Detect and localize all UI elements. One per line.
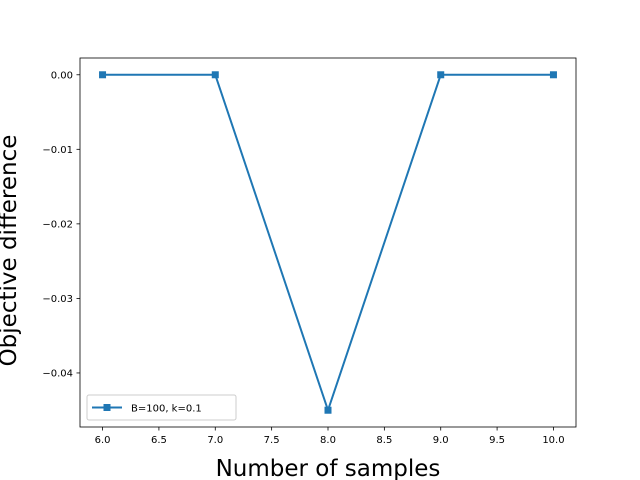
y-axis-ticks: 0.00 −0.01 −0.02 −0.03 −0.04 — [42, 70, 80, 379]
x-axis-label: Number of samples — [216, 456, 441, 480]
legend-box — [86, 394, 237, 421]
legend-entry-label: B=100, k=0.1 — [131, 404, 202, 415]
x-tick-label: 7.0 — [207, 435, 223, 446]
x-tick-label: 8.5 — [376, 435, 392, 446]
x-axis-ticks: 6.0 6.5 7.0 7.5 8.0 8.5 9.0 9.5 10.0 — [95, 427, 565, 446]
legend: B=100, k=0.1 — [86, 394, 237, 421]
data-point-marker — [549, 71, 557, 79]
legend-marker-swatch — [103, 404, 111, 411]
series-line — [102, 73, 554, 412]
series-layer — [99, 71, 557, 414]
x-tick-label: 6.0 — [95, 435, 111, 446]
y-tick-label: −0.04 — [42, 368, 73, 379]
plot-frame — [79, 57, 577, 428]
y-tick-label: −0.02 — [42, 219, 73, 230]
data-point-marker — [211, 71, 219, 79]
data-point-marker — [324, 406, 332, 414]
x-tick-label: 10.0 — [542, 435, 564, 446]
y-axis-label: Objective difference — [0, 135, 22, 367]
y-tick-label: −0.01 — [42, 145, 73, 156]
y-tick-label: 0.00 — [51, 70, 73, 81]
x-tick-label: 6.5 — [151, 435, 167, 446]
x-tick-label: 9.0 — [433, 435, 449, 446]
x-tick-label: 9.5 — [489, 435, 505, 446]
x-tick-label: 7.5 — [264, 435, 280, 446]
data-point-marker — [437, 71, 445, 79]
data-point-marker — [99, 71, 107, 79]
y-tick-label: −0.03 — [42, 294, 73, 305]
x-tick-label: 8.0 — [320, 435, 336, 446]
